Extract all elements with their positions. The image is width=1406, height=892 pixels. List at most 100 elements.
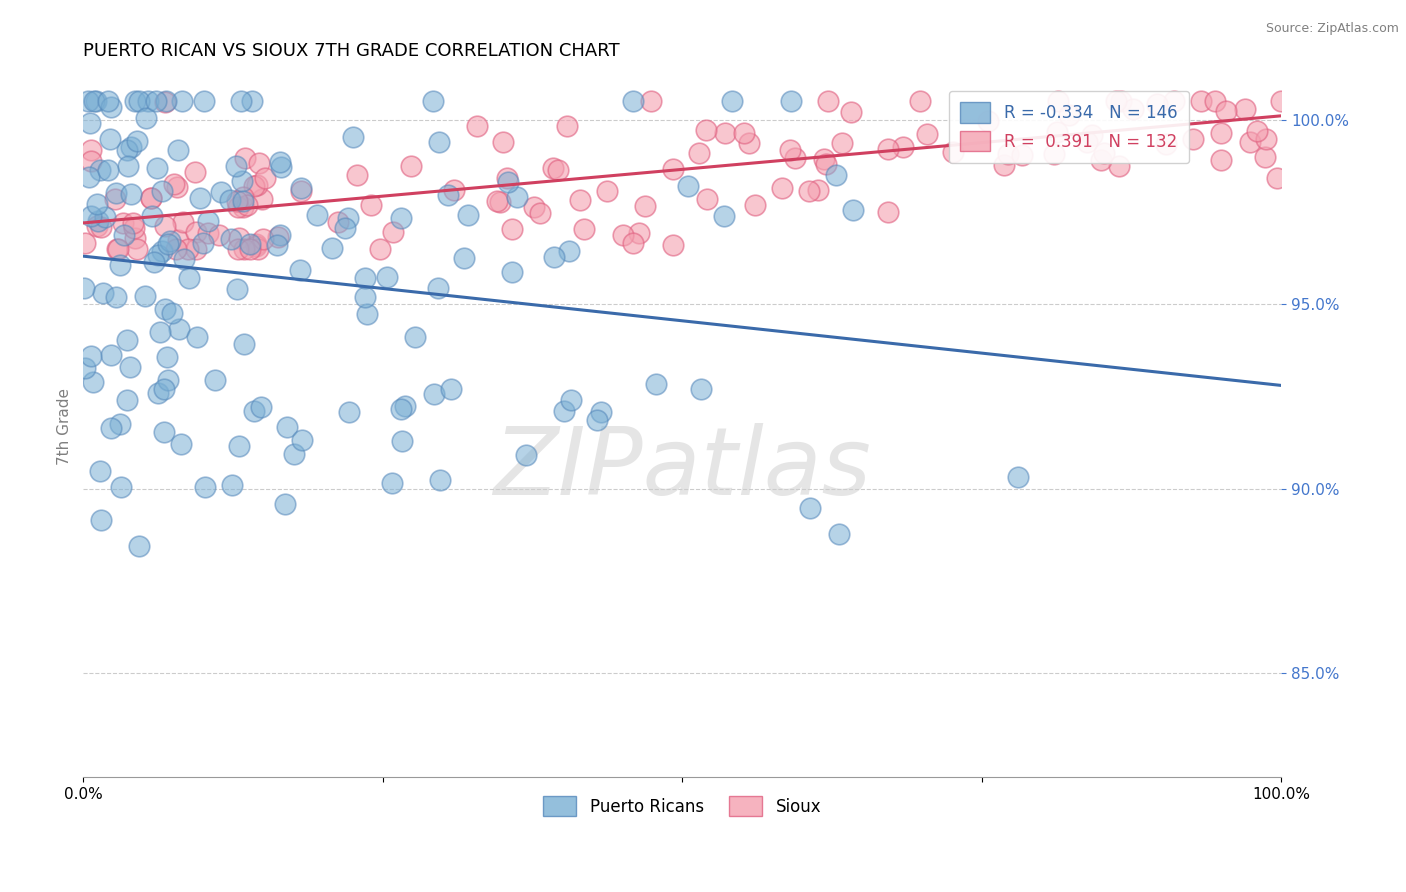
Point: [184, 242, 207, 256]
Point: [219, 232, 242, 246]
Point: [197, 214, 219, 228]
Point: [529, 206, 551, 220]
Point: [73, 280, 96, 294]
Point: [423, 387, 446, 401]
Point: [799, 501, 821, 516]
Point: [744, 197, 766, 211]
Point: [170, 94, 193, 108]
Point: [276, 420, 298, 434]
Point: [135, 111, 157, 125]
Point: [124, 231, 146, 245]
Point: [208, 227, 231, 242]
Point: [226, 242, 249, 256]
Point: [495, 170, 517, 185]
Point: [240, 94, 263, 108]
Point: [245, 236, 267, 251]
Point: [1122, 103, 1144, 117]
Point: [596, 184, 619, 198]
Point: [221, 478, 243, 492]
Text: Source: ZipAtlas.com: Source: ZipAtlas.com: [1265, 22, 1399, 36]
Point: [232, 337, 254, 351]
Point: [346, 168, 368, 182]
Point: [915, 127, 938, 141]
Point: [90, 220, 112, 235]
Point: [80, 143, 103, 157]
Point: [779, 144, 801, 158]
Point: [122, 216, 145, 230]
Point: [231, 174, 253, 188]
Point: [249, 156, 271, 170]
Point: [770, 181, 793, 195]
Point: [427, 135, 450, 149]
Point: [266, 238, 288, 252]
Point: [1007, 470, 1029, 484]
Point: [108, 417, 131, 431]
Point: [515, 448, 537, 462]
Point: [235, 198, 257, 212]
Point: [89, 464, 111, 478]
Point: [167, 144, 190, 158]
Point: [139, 191, 162, 205]
Point: [662, 162, 685, 177]
Point: [246, 242, 269, 256]
Point: [354, 271, 377, 285]
Point: [1047, 94, 1070, 108]
Point: [1156, 137, 1178, 152]
Text: ZIPatlas: ZIPatlas: [494, 423, 872, 514]
Point: [127, 134, 149, 148]
Point: [172, 215, 194, 229]
Point: [1189, 94, 1212, 108]
Point: [353, 290, 375, 304]
Point: [197, 226, 219, 240]
Point: [555, 120, 578, 134]
Point: [429, 473, 451, 487]
Point: [155, 94, 177, 108]
Point: [465, 119, 488, 133]
Point: [290, 181, 312, 195]
Point: [183, 164, 205, 178]
Point: [721, 94, 744, 108]
Point: [560, 393, 582, 408]
Point: [120, 359, 142, 374]
Point: [254, 171, 277, 186]
Point: [127, 242, 149, 256]
Point: [124, 94, 146, 108]
Point: [107, 242, 129, 256]
Point: [713, 209, 735, 223]
Point: [997, 147, 1019, 161]
Point: [1046, 125, 1069, 139]
Y-axis label: 7th Grade: 7th Grade: [58, 387, 72, 465]
Point: [115, 334, 138, 348]
Point: [139, 191, 162, 205]
Point: [156, 350, 179, 364]
Point: [177, 242, 200, 256]
Point: [90, 513, 112, 527]
Point: [457, 208, 479, 222]
Point: [634, 199, 657, 213]
Point: [232, 200, 254, 214]
Point: [498, 175, 520, 189]
Point: [827, 527, 849, 541]
Point: [908, 94, 931, 108]
Point: [941, 145, 963, 160]
Point: [621, 235, 644, 250]
Point: [219, 193, 242, 207]
Point: [547, 162, 569, 177]
Point: [153, 219, 176, 233]
Point: [100, 420, 122, 434]
Point: [250, 400, 273, 414]
Point: [179, 271, 201, 285]
Point: [1182, 132, 1205, 146]
Point: [1090, 153, 1112, 168]
Point: [269, 228, 291, 243]
Point: [128, 94, 150, 108]
Point: [436, 188, 458, 202]
Point: [543, 250, 565, 264]
Point: [688, 146, 710, 161]
Point: [225, 159, 247, 173]
Point: [501, 222, 523, 236]
Point: [1215, 104, 1237, 119]
Point: [621, 94, 644, 108]
Point: [1043, 147, 1066, 161]
Point: [1234, 102, 1257, 116]
